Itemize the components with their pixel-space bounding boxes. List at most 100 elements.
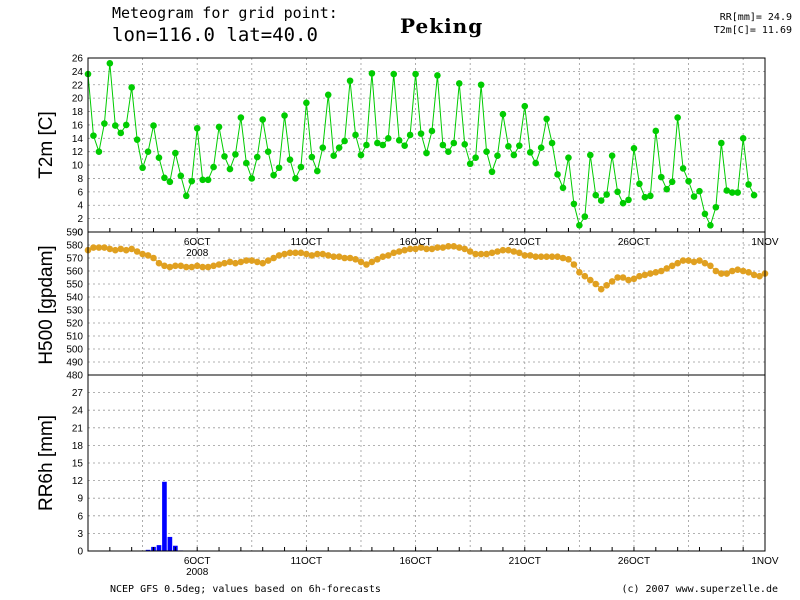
h500-data-point [117, 245, 125, 253]
t2m-data-point [221, 153, 228, 160]
h500-data-point [745, 269, 752, 276]
t2m-data-point [384, 135, 392, 142]
t2m-data-point [193, 124, 201, 132]
t2m-data-point [592, 191, 600, 199]
header-place-name: Peking [400, 14, 484, 38]
h500-data-point [150, 254, 157, 262]
t2m-data-point [406, 131, 414, 139]
t2m-data-point [248, 175, 256, 182]
y-tick-label: 9 [77, 494, 83, 505]
y-tick-label: 20 [72, 94, 84, 105]
h500-data-point [537, 253, 545, 260]
t2m-data-point [363, 141, 370, 149]
h500-data-point [576, 269, 583, 276]
t2m-data-point [696, 187, 703, 195]
t2m-data-point [161, 174, 168, 182]
t2m-data-point [597, 197, 605, 204]
h500-data-point [144, 252, 152, 259]
h500-data-point [314, 250, 321, 258]
t2m-data-point [510, 151, 518, 159]
t2m-data-point [466, 160, 474, 168]
h500-data-point [101, 244, 108, 251]
x-tick-label: 1NOV [751, 556, 779, 567]
t2m-series-line [87, 63, 755, 227]
t2m-data-point [341, 137, 348, 145]
t2m-data-point [417, 130, 425, 137]
h500-data-point [696, 257, 703, 264]
t2m-data-point [270, 171, 277, 179]
t2m-data-point [346, 77, 354, 85]
t2m-data-point [576, 222, 583, 229]
h500-data-point [215, 261, 223, 268]
t2m-data-point [450, 139, 458, 147]
precip-bar [167, 536, 173, 551]
t2m-data-point [308, 153, 316, 161]
h500-data-point [723, 270, 731, 277]
h500-data-point [384, 252, 392, 259]
y-tick-label: 24 [72, 406, 84, 417]
t2m-data-point [499, 110, 507, 118]
x-tick-label: 26OCT [618, 556, 650, 567]
h500-data-point [204, 263, 212, 271]
t2m-data-point [253, 153, 261, 161]
header-title: Meteogram for grid point: [112, 4, 338, 22]
h500-data-point [450, 243, 458, 250]
h500-data-point [286, 249, 294, 257]
x-tick-label: 21OCT [509, 556, 541, 567]
t2m-data-point [434, 72, 441, 79]
t2m-data-point [728, 189, 736, 196]
h500-data-point [619, 274, 627, 281]
t2m-data-point [494, 152, 501, 160]
t2m-data-point [630, 145, 638, 152]
grid-layer [88, 57, 765, 551]
h500-data-point [324, 252, 332, 259]
y-tick-label: 15 [72, 459, 84, 470]
t2m-data-point [204, 176, 212, 184]
t2m-data-point [319, 144, 327, 151]
t2m-data-point [472, 154, 479, 162]
h500-data-point [466, 248, 474, 255]
t2m-data-point [445, 148, 452, 155]
t2m-data-point [505, 143, 512, 150]
h500-data-point [106, 245, 114, 253]
t2m-data-point [144, 148, 152, 155]
t2m-data-point [335, 144, 343, 151]
footer-source: NCEP GFS 0.5deg; values based on 6h-fore… [110, 584, 381, 595]
h500-data-point [292, 249, 299, 257]
t2m-data-point [543, 115, 550, 123]
t2m-data-point [412, 70, 419, 78]
x-tick-label: 1NOV [751, 237, 779, 248]
h500-data-point [499, 246, 507, 254]
y-tick-label: 10 [72, 161, 84, 172]
h500-data-point [647, 270, 654, 277]
x-tick-label: 11OCT [291, 237, 323, 248]
h500-data-point [603, 282, 610, 289]
t2m-data-point [352, 131, 359, 139]
t2m-data-point [537, 144, 545, 151]
t2m-data-point [90, 132, 97, 139]
t2m-data-point [95, 148, 103, 155]
t2m-data-point [586, 151, 594, 159]
y-tick-label: 21 [72, 423, 84, 434]
t2m-data-point [226, 165, 234, 173]
y-tick-label: 580 [66, 241, 83, 252]
h500-data-point [226, 258, 234, 266]
t2m-data-point [554, 171, 561, 178]
h500-data-point [390, 249, 398, 257]
h500-data-point [237, 258, 245, 266]
x-tick-label: 11OCT [291, 556, 323, 567]
t2m-data-point [455, 80, 463, 87]
h500-data-point [657, 267, 665, 275]
t2m-data-point [314, 167, 321, 175]
h500-data-point [685, 257, 692, 264]
h500-data-point [521, 252, 529, 259]
h500-data-point [526, 252, 534, 259]
t2m-data-point [488, 168, 496, 176]
h500-data-point [243, 257, 250, 264]
y-tick-label: 590 [66, 228, 83, 239]
h500-data-point [701, 259, 709, 267]
y-tick-label: 480 [66, 371, 83, 382]
y-tick-label: 6 [77, 511, 83, 522]
y-tick-label: 24 [72, 67, 84, 78]
